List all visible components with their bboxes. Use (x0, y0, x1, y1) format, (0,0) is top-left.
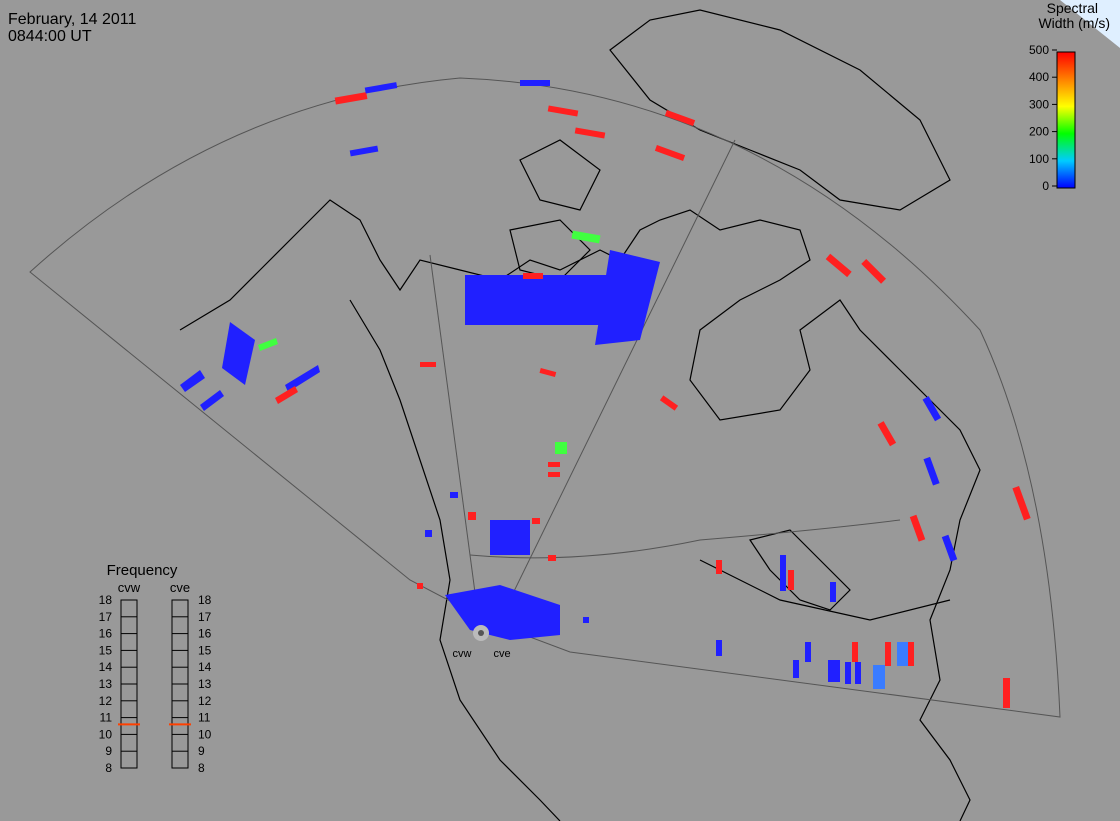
radar-name: cve (170, 580, 190, 595)
frequency-tick-label: 14 (99, 660, 113, 674)
colorbar-tick-label: 100 (1029, 152, 1049, 166)
coastlines (179, 9, 981, 821)
colorbar-tick-label: 200 (1029, 125, 1049, 139)
colorbar-ticks: 0 100 200 300 400 500 (1029, 43, 1057, 193)
frequency-tick-label: 13 (198, 677, 212, 691)
time: 0844:00 UT (8, 28, 92, 45)
frequency-tick-label: 8 (105, 761, 112, 775)
frequency-tick-label: 18 (99, 593, 113, 607)
frequency-tick-label: 13 (99, 677, 113, 691)
frequency-tick-label: 9 (105, 744, 112, 758)
frequency-title: Frequency (107, 562, 178, 579)
frequency-tick-label: 16 (198, 627, 212, 641)
colorbar-tick-label: 300 (1029, 97, 1049, 111)
colorbar-tick-label: 500 (1029, 43, 1049, 57)
frequency-tick-label: 11 (100, 711, 113, 725)
frequency-tick-label: 15 (99, 643, 113, 657)
frequency-tick-label: 9 (198, 744, 205, 758)
frequency-tick-label: 12 (198, 694, 212, 708)
frequency-panel: cvw 8 9 10 11 12 13 14 15 16 17 18 cve 8 9 10 11 12 13 14 15… (99, 580, 212, 775)
colorbar-tick-label: 400 (1029, 70, 1049, 84)
frequency-tick-label: 8 (198, 761, 205, 775)
frequency-tick-label: 10 (198, 727, 212, 741)
fan-outline (29, 77, 1061, 718)
frequency-tick-label: 16 (99, 627, 113, 641)
colorbar-tick-label: 0 (1042, 179, 1049, 193)
corner (1060, 0, 1120, 48)
frequency-tick-label: 18 (198, 593, 212, 607)
colorbar-title: Spectral (1047, 0, 1098, 16)
radar-name: cvw (118, 580, 141, 595)
frequency-tick-label: 11 (198, 711, 211, 725)
frequency-tick-label: 15 (198, 643, 212, 657)
frequency-tick-label: 14 (198, 660, 212, 674)
frequency-tick-label: 17 (198, 610, 212, 624)
frequency-tick-label: 10 (99, 727, 113, 741)
frequency-tick-label: 12 (99, 694, 113, 708)
date: February, 14 2011 (8, 11, 136, 28)
colorbar (1056, 51, 1076, 189)
echo-cells (180, 80, 1031, 708)
colorbar-title: Width (m/s) (1038, 15, 1110, 31)
station-label: cvw (453, 648, 472, 660)
station-label: cve (493, 648, 510, 660)
frequency-tick-label: 17 (99, 610, 113, 624)
